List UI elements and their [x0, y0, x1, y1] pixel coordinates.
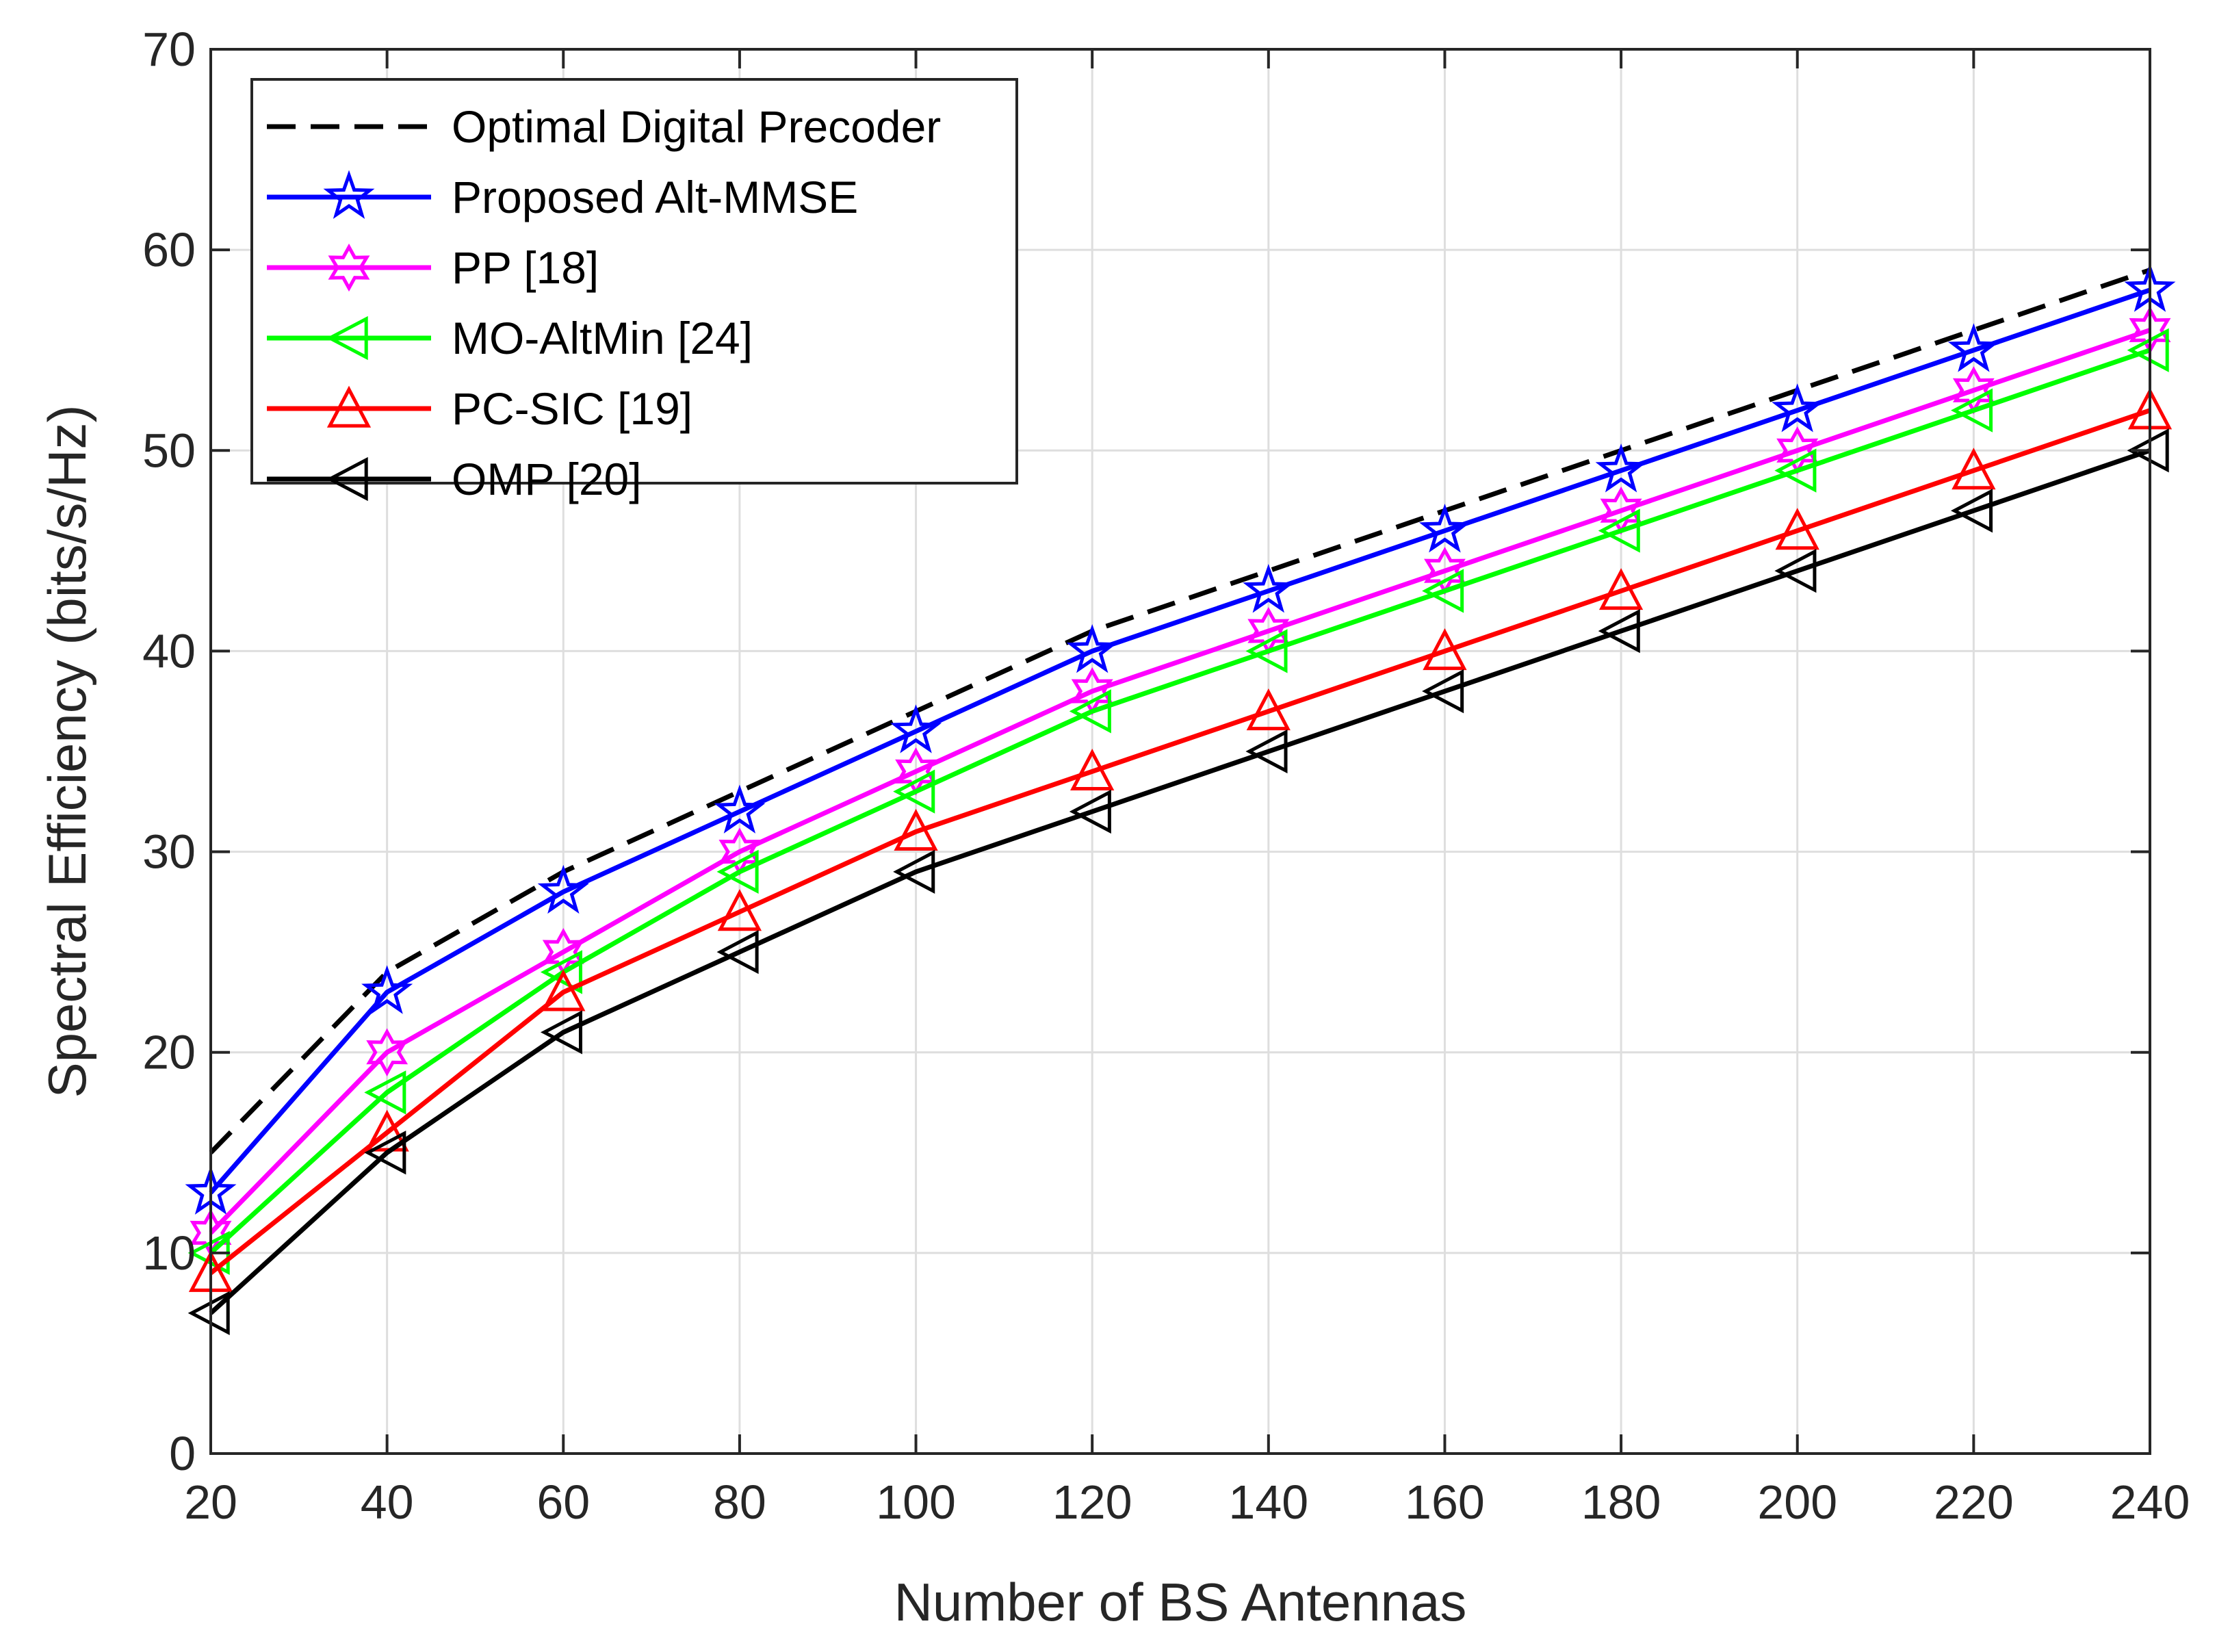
data-point: [1950, 489, 1993, 533]
y-tick-label: 0: [169, 1427, 196, 1480]
x-tick-label: 80: [713, 1475, 766, 1529]
data-point: [364, 1131, 406, 1175]
data-point: [1423, 628, 1467, 671]
legend-label: PC-SIC [19]: [452, 383, 692, 434]
tick-labels: 20 40 60 80 100 120 140 160 180 200 220 240 0 10 20 30 4…: [142, 23, 2190, 1529]
axis-ticks: [209, 48, 2151, 1455]
series-0: [209, 268, 2151, 1154]
series-line: [209, 348, 2151, 1255]
data-point: [1598, 608, 1640, 654]
data-point: [1070, 748, 1115, 791]
y-axis-label: Spectral Efficiency (bits/s/Hz): [37, 405, 97, 1098]
data-point: [1774, 448, 1817, 493]
plot-frame: [209, 48, 2151, 1455]
x-tick-label: 180: [1581, 1475, 1661, 1529]
data-point: [1069, 689, 1111, 734]
data-point: [1422, 669, 1464, 714]
y-tick-label: 20: [142, 1026, 196, 1079]
data-point: [1950, 388, 1993, 433]
data-point: [1069, 789, 1111, 834]
data-point: [540, 950, 582, 994]
grid: [211, 49, 2150, 1454]
x-tick-label: 160: [1405, 1475, 1485, 1529]
series-line: [209, 408, 2151, 1275]
data-point: [537, 864, 589, 914]
x-tick-label: 120: [1052, 1475, 1132, 1529]
data-point: [1947, 323, 1999, 372]
data-point: [893, 849, 935, 894]
legend-entry: PP [18]: [267, 242, 599, 293]
legend-label: PP [18]: [452, 242, 599, 293]
series-line: [209, 268, 2151, 1154]
data-point: [890, 704, 942, 753]
data-point: [1774, 549, 1817, 593]
data-point: [1952, 448, 1996, 490]
legend-marker: [323, 170, 375, 219]
legend-entry: MO-AltMin [24]: [267, 313, 753, 363]
series-layer: [185, 263, 2176, 1335]
y-tick-label: 10: [142, 1226, 196, 1280]
legend-marker: [326, 315, 368, 361]
x-tick-label: 200: [1757, 1475, 1837, 1529]
legend-label: Optimal Digital Precoder: [452, 101, 941, 152]
legend: Optimal Digital Precoder Proposed Alt-MMS…: [250, 78, 1018, 504]
legend-marker: [326, 385, 372, 428]
data-point: [366, 1028, 409, 1076]
series-line: [209, 287, 2151, 1195]
data-point: [714, 784, 766, 834]
data-point: [1772, 383, 1824, 433]
x-tick-label: 40: [361, 1475, 414, 1529]
data-point: [717, 889, 762, 931]
series-1: [185, 263, 2176, 1215]
legend-label: Proposed Alt-MMSE: [452, 172, 858, 222]
legend-label: OMP [20]: [452, 454, 642, 504]
x-tick-label: 100: [876, 1475, 956, 1529]
data-point: [1595, 443, 1647, 493]
data-point: [1775, 508, 1819, 550]
data-point: [1598, 568, 1644, 610]
data-point: [716, 930, 759, 975]
data-point: [1066, 623, 1118, 673]
data-point: [1418, 504, 1470, 553]
x-tick-label: 20: [184, 1475, 237, 1529]
y-tick-label: 30: [142, 825, 196, 879]
legend-entry: OMP [20]: [267, 454, 642, 504]
legend-entry: PC-SIC [19]: [267, 383, 692, 434]
series-line: [209, 448, 2151, 1315]
data-point: [1598, 508, 1640, 553]
x-tick-label: 240: [2110, 1475, 2190, 1529]
legend-label: MO-AltMin [24]: [452, 313, 753, 363]
data-point: [716, 849, 759, 894]
x-tick-label: 60: [536, 1475, 590, 1529]
legend-marker: [326, 456, 368, 502]
x-axis-label: Number of BS Antennas: [894, 1572, 1467, 1632]
data-point: [541, 969, 586, 1011]
legend-entry: Optimal Digital Precoder: [267, 101, 941, 152]
data-point: [361, 965, 413, 1014]
legend-box: [250, 78, 1018, 485]
data-point: [1245, 629, 1288, 673]
data-point: [1243, 564, 1295, 613]
data-point: [364, 1070, 406, 1115]
legend-marker: [328, 243, 370, 292]
y-tick-label: 70: [142, 23, 196, 76]
legend-entry: Proposed Alt-MMSE: [267, 170, 858, 222]
y-tick-label: 50: [142, 424, 196, 477]
series-line: [209, 328, 2151, 1235]
data-point: [1245, 729, 1288, 774]
y-tick-label: 60: [142, 223, 196, 276]
data-point: [1246, 688, 1291, 731]
data-point: [894, 808, 938, 851]
x-tick-label: 140: [1228, 1475, 1308, 1529]
x-tick-label: 220: [1934, 1475, 2014, 1529]
y-tick-label: 40: [142, 624, 196, 677]
data-point: [1422, 569, 1464, 613]
data-point: [893, 769, 935, 814]
data-point: [540, 1010, 582, 1055]
